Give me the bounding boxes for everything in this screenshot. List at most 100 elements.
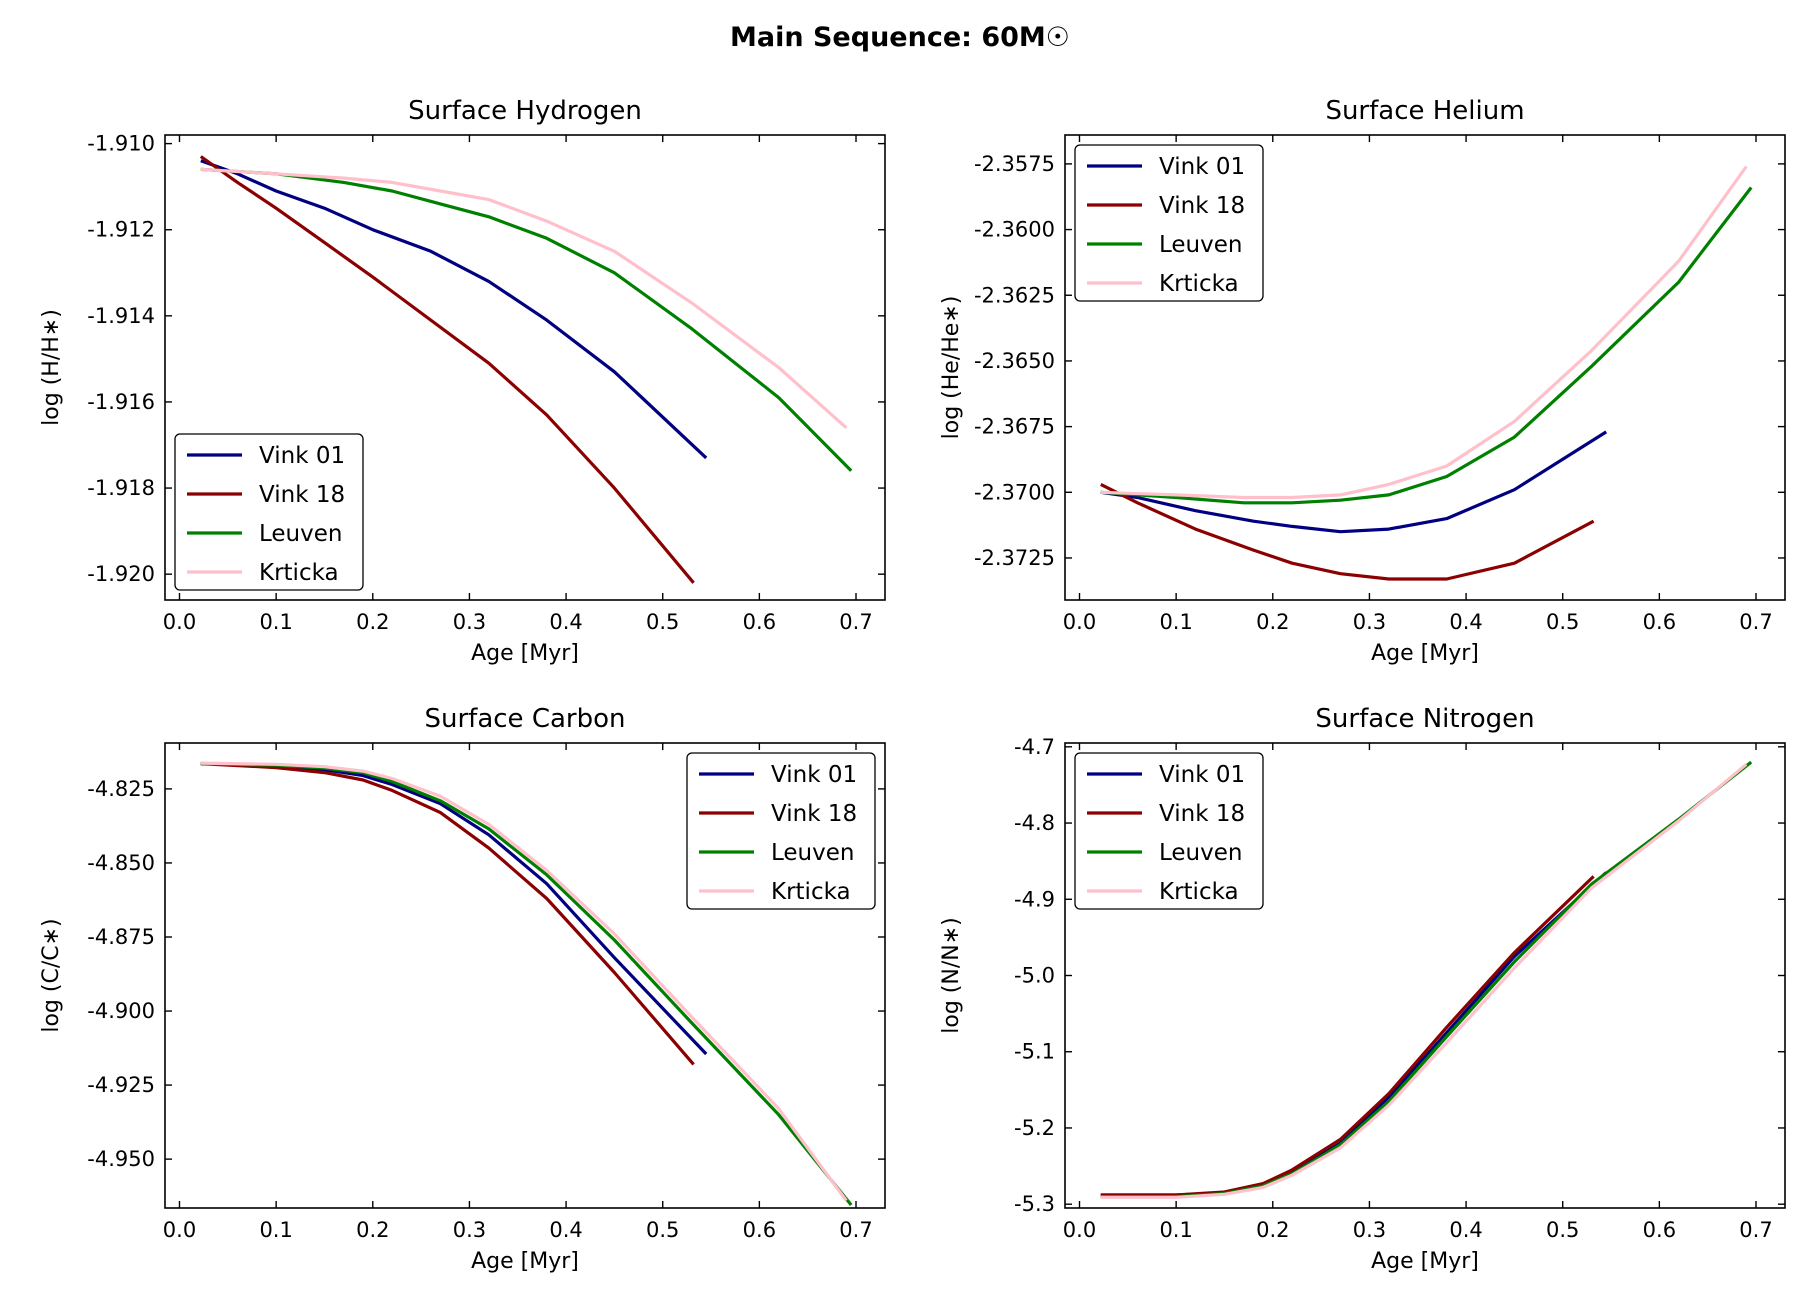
y-tick-label: -4.825 [87, 777, 155, 801]
y-tick-label: -2.3725 [974, 546, 1055, 570]
x-tick-label: 0.7 [1739, 610, 1772, 634]
x-tick-label: 0.2 [356, 610, 389, 634]
x-tick-label: 0.0 [1063, 610, 1096, 634]
y-axis-label: log (He/He∗) [939, 296, 964, 440]
x-tick-label: 0.3 [453, 610, 486, 634]
y-tick-label: -4.7 [1014, 735, 1055, 759]
series-line-krticka [1100, 763, 1748, 1199]
y-axis-label: log (C/C∗) [39, 918, 64, 1032]
y-tick-label: -4.875 [87, 925, 155, 949]
legend-label: Vink 01 [1159, 762, 1245, 788]
chart-title: Surface Carbon [425, 704, 626, 734]
y-tick-label: -2.3625 [974, 283, 1055, 307]
x-tick-label: 0.4 [549, 1218, 582, 1242]
x-tick-label: 0.2 [1256, 1218, 1289, 1242]
x-tick-label: 0.2 [356, 1218, 389, 1242]
y-tick-label: -2.3600 [974, 218, 1055, 242]
x-tick-label: 0.4 [1449, 1218, 1482, 1242]
x-tick-label: 0.1 [1159, 1218, 1192, 1242]
x-axis-label: Age [Myr] [471, 641, 579, 666]
series-line-krticka [200, 761, 848, 1202]
axes-frame [1064, 134, 1786, 601]
y-axis-label: log (N/N∗) [939, 917, 964, 1033]
x-tick-label: 0.4 [549, 610, 582, 634]
y-tick-label: -5.2 [1014, 1116, 1055, 1140]
y-tick-label: -5.3 [1014, 1192, 1055, 1216]
legend-label: Vink 01 [1159, 154, 1245, 180]
x-tick-label: 0.0 [163, 610, 196, 634]
x-axis-label: Age [Myr] [471, 1249, 579, 1274]
legend: Vink 01 Vink 18 Leuven Krticka [686, 752, 876, 910]
legend: Vink 01 Vink 18 Leuven Krticka [1074, 144, 1264, 302]
series-line-vink-18 [199, 155, 695, 584]
legend-label: Vink 18 [259, 482, 345, 508]
x-tick-label: 0.7 [839, 610, 872, 634]
legend: Vink 01 Vink 18 Leuven Krticka [174, 433, 364, 591]
series-line-vink-18 [1100, 875, 1595, 1197]
x-tick-label: 0.3 [1353, 610, 1386, 634]
legend-label: Leuven [771, 840, 854, 866]
legend-label: Krticka [1159, 879, 1239, 905]
y-tick-label: -4.8 [1014, 811, 1055, 835]
x-tick-label: 0.6 [743, 610, 776, 634]
series-line-vink-18 [200, 762, 695, 1066]
legend-label: Vink 01 [259, 443, 345, 469]
series-line-krticka [1100, 165, 1748, 500]
x-tick-label: 0.5 [1546, 610, 1579, 634]
legend-box [174, 433, 364, 591]
panel-surface-helium: Surface Helium 0.0 0.1 0.2 0.3 0.4 0.5 0.6 0.7 -2… [939, 96, 1786, 666]
x-tick-label: 0.6 [1643, 1218, 1676, 1242]
x-tick-label: 0.3 [453, 1218, 486, 1242]
x-tick-label: 0.0 [1063, 1218, 1096, 1242]
y-tick-label: -2.3650 [974, 349, 1055, 373]
x-tick-label: 0.2 [1256, 610, 1289, 634]
series-line-vink-01 [200, 159, 708, 460]
y-tick-label: -1.914 [87, 304, 155, 328]
legend-label: Leuven [259, 521, 342, 547]
legend-label: Leuven [1159, 232, 1242, 258]
legend-box [686, 752, 876, 910]
y-tick-label: -4.900 [87, 999, 155, 1023]
x-axis-label: Age [Myr] [1371, 1249, 1479, 1274]
figure-title: Main Sequence: 60M☉ [730, 22, 1070, 53]
y-tick-label: -1.916 [87, 390, 155, 414]
axes-frame [164, 134, 886, 601]
chart-title: Surface Hydrogen [408, 96, 642, 126]
x-tick-label: 0.0 [163, 1218, 196, 1242]
legend-box [1074, 752, 1264, 910]
x-tick-label: 0.5 [646, 1218, 679, 1242]
x-axis-label: Age [Myr] [1371, 641, 1479, 666]
x-tick-label: 0.3 [1353, 1218, 1386, 1242]
y-tick-label: -2.3700 [974, 480, 1055, 504]
series-line-leuven [1100, 186, 1753, 505]
legend-label: Vink 18 [771, 801, 857, 827]
y-tick-label: -2.3575 [974, 152, 1055, 176]
legend-label: Vink 18 [1159, 193, 1245, 219]
chart-title: Surface Nitrogen [1315, 704, 1534, 734]
legend-label: Krticka [259, 560, 339, 586]
legend-label: Krticka [1159, 271, 1239, 297]
chart-title: Surface Helium [1325, 96, 1524, 126]
legend-box [1074, 144, 1264, 302]
series-line-krticka [200, 167, 848, 429]
y-tick-label: -4.9 [1014, 887, 1055, 911]
y-axis-label: log (H/H∗) [39, 309, 64, 426]
x-tick-label: 0.5 [1546, 1218, 1579, 1242]
series-line-vink-18 [1100, 482, 1595, 581]
x-tick-label: 0.6 [1643, 610, 1676, 634]
x-tick-label: 0.1 [1159, 610, 1192, 634]
legend-label: Vink 18 [1159, 801, 1245, 827]
y-tick-label: -5.0 [1014, 964, 1055, 988]
series-line-vink-01 [1100, 430, 1608, 534]
x-tick-label: 0.6 [743, 1218, 776, 1242]
y-tick-label: -1.912 [87, 218, 155, 242]
y-tick-label: -4.925 [87, 1073, 155, 1097]
panel-surface-nitrogen: Surface Nitrogen 0.0 0.1 0.2 0.3 0.4 0.5 0.6 0.7… [939, 704, 1786, 1274]
x-tick-label: 0.5 [646, 610, 679, 634]
series-line-vink-01 [1100, 871, 1608, 1197]
x-tick-label: 0.1 [259, 610, 292, 634]
panel-surface-hydrogen: Surface Hydrogen 0.0 0.1 0.2 0.3 0.4 0.5 0.6 0.7… [39, 96, 886, 666]
legend: Vink 01 Vink 18 Leuven Krticka [1074, 752, 1264, 910]
y-tick-label: -1.918 [87, 476, 155, 500]
